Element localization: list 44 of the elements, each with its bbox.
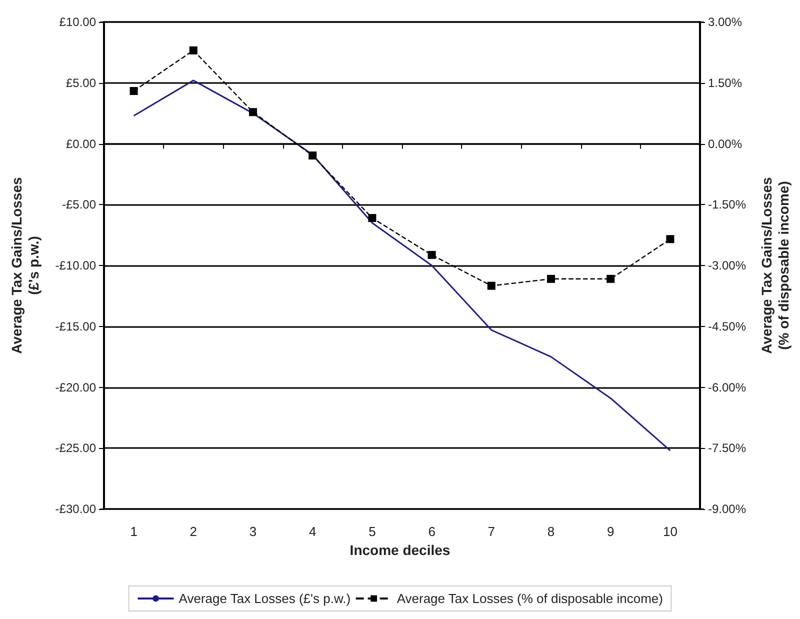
y-tick-label: -£15.00 — [55, 319, 96, 334]
y2-tick-label: -3.00% — [708, 258, 746, 272]
line-series — [133, 80, 671, 452]
point — [368, 214, 376, 222]
x-tick-label: 7 — [488, 524, 496, 539]
x-tick-label: 10 — [662, 524, 678, 539]
y2-tick-label: 1.50% — [708, 76, 742, 90]
y-tick-label: -£30.00 — [55, 502, 96, 516]
x-axis-title: Income deciles — [350, 542, 450, 558]
point — [487, 282, 496, 290]
x-tick-label: 5 — [368, 524, 376, 539]
point — [130, 86, 138, 95]
y2-tick-label: -9.00% — [708, 502, 746, 516]
x-tick-label: 6 — [428, 524, 436, 539]
y-tick-label: -£20.00 — [55, 380, 96, 394]
x-tick-label: 4 — [308, 524, 316, 539]
x-tick-label: 9 — [606, 524, 614, 539]
x-tick-label: 3 — [249, 524, 257, 539]
point — [428, 250, 436, 259]
y-tick-label: -£10.00 — [55, 258, 96, 272]
point — [666, 235, 674, 244]
y-axis-title: Average Tax Gains/Losses (£'s p.w.) — [8, 176, 42, 354]
point — [308, 152, 317, 160]
y2-tick-label: -4.50% — [708, 319, 746, 334]
legend-label: Average Tax Losses (% of disposable income) — [396, 591, 663, 606]
x-tick-label: 2 — [190, 524, 198, 539]
y-tick-label: £0.00 — [66, 136, 96, 151]
y-tick-label: £10.00 — [59, 15, 96, 29]
y-tick-label: -£5.00 — [62, 198, 96, 212]
y2-tick-label: -1.50% — [708, 198, 746, 212]
point — [547, 274, 555, 283]
y2-axis-title: Average Tax Gains/Losses (% of disposable income) — [758, 176, 792, 354]
point — [189, 46, 198, 54]
y2-tick-label: 0.00% — [708, 136, 742, 151]
x-tick-label: 1 — [130, 524, 138, 539]
y2-tick-label: -7.50% — [708, 441, 746, 456]
y2-tick-label: 3.00% — [708, 15, 742, 29]
y2-tick-label: -6.00% — [708, 380, 746, 394]
y-tick-label: -£25.00 — [55, 441, 96, 456]
y-tick-label: £5.00 — [66, 76, 96, 90]
x-tick-label: 8 — [547, 524, 555, 539]
point — [249, 108, 257, 116]
point — [606, 274, 615, 283]
legend-label: Average Tax Losses (£'s p.w.) — [178, 591, 351, 606]
